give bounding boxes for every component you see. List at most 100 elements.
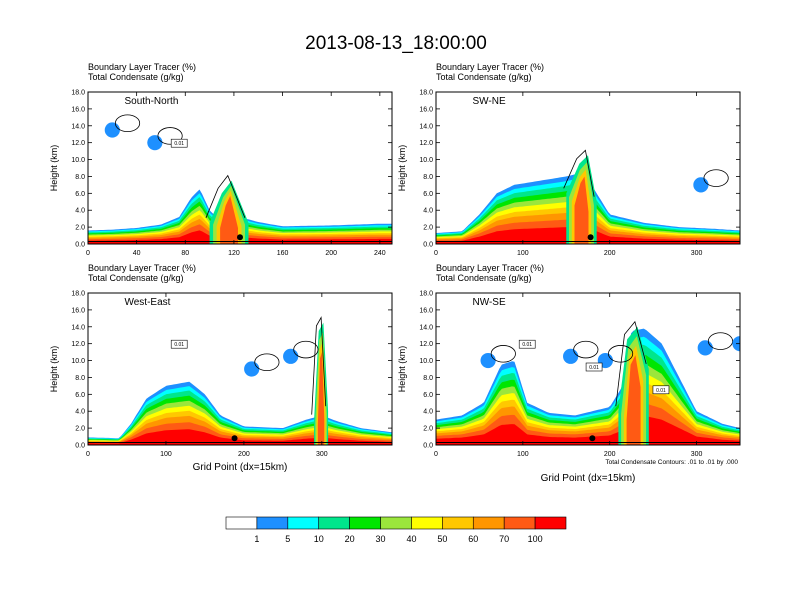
isolated-patch <box>693 177 709 193</box>
colorbar-swatch <box>472 516 505 530</box>
x-tick-label: 0 <box>434 451 438 458</box>
panel-header-tracer: Boundary Layer Tracer (%) <box>88 62 196 72</box>
contour-label-box <box>585 362 603 372</box>
colorbar-swatch <box>256 516 289 530</box>
contour-label-box <box>518 339 536 349</box>
x-axis-label: Grid Point (dx=15km) <box>541 473 636 484</box>
contour-label: 0.01 <box>174 141 184 147</box>
condensate-contour <box>703 169 729 187</box>
y-tick-label: 14.0 <box>419 123 433 130</box>
x-tick-label: 200 <box>238 451 250 458</box>
contour-label: 0.01 <box>589 365 599 371</box>
x-tick-label: 0 <box>86 451 90 458</box>
contour-note: Total Condensate Contours: .01 to .01 by… <box>605 459 738 466</box>
y-tick-label: 2.0 <box>75 225 85 232</box>
y-tick-label: 8.0 <box>423 375 433 382</box>
condensate-contour <box>293 340 319 359</box>
isolated-patch <box>480 352 496 369</box>
colorbar-label: 1 <box>254 534 259 544</box>
x-tick-label: 200 <box>325 250 337 257</box>
isolated-patch <box>147 135 163 151</box>
x-tick-label: 100 <box>517 451 529 458</box>
x-tick-label: 0 <box>86 250 90 257</box>
y-tick-label: 18.0 <box>419 291 433 298</box>
y-tick-label: 18.0 <box>71 90 85 97</box>
figure-title: 2013-08-13_18:00:00 <box>305 33 487 54</box>
y-tick-label: 4.0 <box>75 409 85 416</box>
y-tick-label: 6.0 <box>75 392 85 399</box>
tracer-field <box>436 149 740 244</box>
colorbar-swatch <box>287 516 320 530</box>
panel-nw-se: Boundary Layer Tracer (%)Total Condensat… <box>397 263 767 484</box>
colorbar-label: 5 <box>285 534 290 544</box>
cross-section-label: South-North <box>124 96 178 107</box>
y-tick-label: 14.0 <box>419 324 433 331</box>
contour-label-box <box>170 138 188 148</box>
y-tick-label: 4.0 <box>423 409 433 416</box>
isolated-patch <box>104 122 120 138</box>
y-tick-label: 12.0 <box>71 341 85 348</box>
y-tick-label: 0.0 <box>75 242 85 249</box>
plot-frame <box>87 91 393 245</box>
y-tick-label: 2.0 <box>423 426 433 433</box>
colorbar-label: 20 <box>345 534 355 544</box>
condensate-contour <box>743 329 767 346</box>
condensate-contour <box>254 353 280 372</box>
condensate-contour <box>573 340 599 359</box>
colorbar-swatch <box>380 516 412 530</box>
x-tick-label: 0 <box>434 250 438 257</box>
panel-header-condensate: Total Condensate (g/kg) <box>436 273 532 283</box>
y-tick-label: 18.0 <box>419 90 433 97</box>
y-tick-label: 16.0 <box>71 307 85 314</box>
panel-west-east: Boundary Layer Tracer (%)Total Condensat… <box>49 263 393 473</box>
plume-contour <box>615 320 647 407</box>
contour-label: 0.01 <box>656 388 666 394</box>
colorbar-label: 10 <box>314 534 324 544</box>
contour-label: 0.01 <box>522 342 532 348</box>
x-tick-label: 300 <box>691 451 703 458</box>
x-tick-label: 300 <box>316 451 328 458</box>
y-tick-label: 14.0 <box>71 324 85 331</box>
contour-label: 0.01 <box>174 342 184 348</box>
colorbar-label: 50 <box>437 534 447 544</box>
y-tick-label: 6.0 <box>423 191 433 198</box>
isolated-patch <box>563 348 579 364</box>
x-tick-label: 120 <box>228 250 240 257</box>
y-tick-label: 18.0 <box>71 291 85 298</box>
y-tick-label: 0.0 <box>75 443 85 450</box>
y-tick-label: 4.0 <box>75 208 85 215</box>
location-marker <box>587 234 594 241</box>
plume-layer-3 <box>317 351 325 445</box>
y-tick-label: 16.0 <box>419 106 433 113</box>
condensate-contour <box>707 332 734 350</box>
isolated-patch <box>697 340 713 356</box>
x-tick-label: 160 <box>277 250 289 257</box>
contour-label-box <box>170 339 188 349</box>
condensate-contour <box>157 127 183 145</box>
colorbar-swatch <box>349 516 381 530</box>
y-tick-label: 0.0 <box>423 242 433 249</box>
colorbar: 1 5 10 20 30 40 50 60 70 100 <box>225 516 567 544</box>
y-tick-label: 8.0 <box>423 174 433 181</box>
y-axis-label: Height (km) <box>397 145 407 192</box>
panel-sw-ne: Boundary Layer Tracer (%)Total Condensat… <box>397 62 741 257</box>
y-tick-label: 12.0 <box>419 140 433 147</box>
isolated-patch <box>283 348 299 364</box>
condensate-contour <box>114 114 141 133</box>
plume-contour <box>205 174 246 218</box>
y-tick-label: 16.0 <box>419 307 433 314</box>
colorbar-label: 30 <box>376 534 386 544</box>
x-tick-label: 100 <box>160 451 172 458</box>
y-tick-label: 16.0 <box>71 106 85 113</box>
plot-frame <box>87 292 393 446</box>
panel-south-north: Boundary Layer Tracer (%)Total Condensat… <box>49 62 393 257</box>
y-tick-label: 10.0 <box>71 358 85 365</box>
x-tick-label: 240 <box>374 250 386 257</box>
location-marker <box>589 435 596 442</box>
panel-header-tracer: Boundary Layer Tracer (%) <box>436 263 544 273</box>
tracer-field <box>88 316 392 445</box>
colorbar-swatch <box>503 516 536 530</box>
plot-frame <box>435 292 741 446</box>
x-axis-label: Grid Point (dx=15km) <box>193 462 288 473</box>
